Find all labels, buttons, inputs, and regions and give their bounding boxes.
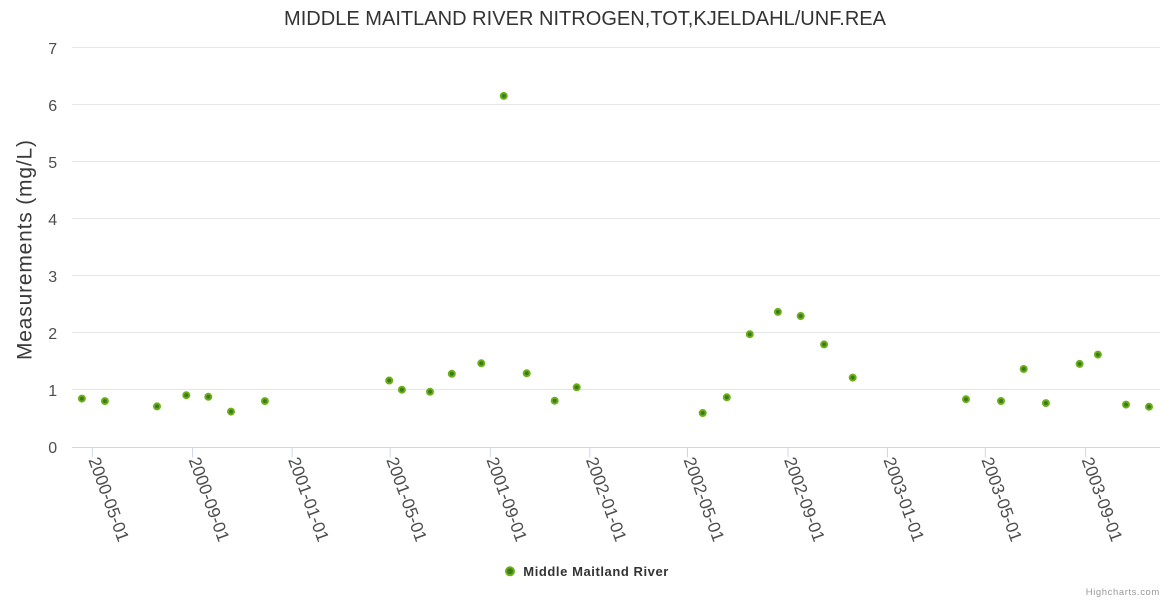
- svg-text:Highcharts.com: Highcharts.com: [1086, 587, 1160, 598]
- svg-text:5: 5: [48, 155, 57, 172]
- svg-text:7: 7: [48, 41, 57, 58]
- svg-text:1: 1: [48, 383, 57, 400]
- svg-text:0: 0: [48, 440, 57, 457]
- svg-text:6: 6: [48, 98, 57, 115]
- svg-text:4: 4: [48, 212, 57, 229]
- svg-text:MIDDLE MAITLAND RIVER NITROGEN: MIDDLE MAITLAND RIVER NITROGEN,TOT,KJELD…: [284, 8, 887, 30]
- svg-text:Middle Maitland River: Middle Maitland River: [523, 564, 668, 579]
- svg-text:3: 3: [48, 269, 57, 286]
- svg-text:Measurements (mg/L): Measurements (mg/L): [14, 140, 37, 360]
- svg-text:2: 2: [48, 326, 57, 343]
